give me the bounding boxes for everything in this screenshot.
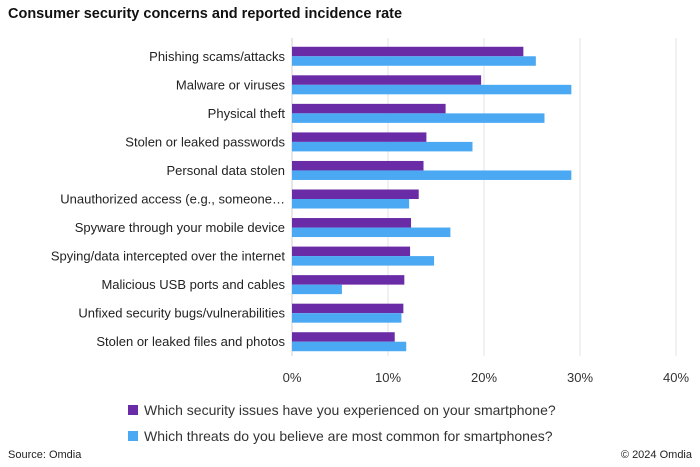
x-tick-label: 10% xyxy=(375,370,401,385)
category-label: Phishing scams/attacks xyxy=(149,49,285,64)
bar-experienced xyxy=(292,132,427,142)
copyright-note: © 2024 Omdia xyxy=(620,449,692,461)
category-label: Malware or viruses xyxy=(176,77,286,92)
bar-experienced xyxy=(292,218,412,228)
category-label: Stolen or leaked files and photos xyxy=(96,334,285,349)
bar-experienced xyxy=(292,46,524,57)
legend-label-believed: Which threats do you believe are most co… xyxy=(144,428,553,444)
source-note: Source: Omdia xyxy=(8,449,82,461)
category-label: Unauthorized access (e.g., someone… xyxy=(60,192,285,207)
bar-believed xyxy=(292,284,342,295)
bar-experienced xyxy=(292,160,424,171)
bar-experienced xyxy=(292,332,395,342)
bar-chart: 0% 10% 20% 30% 40% Phishing scams/attacks Malw… xyxy=(51,38,689,385)
x-tick-label: 20% xyxy=(471,370,497,385)
category-label: Stolen or leaked passwords xyxy=(125,134,285,149)
x-tick-label: 30% xyxy=(567,370,593,385)
bar-experienced xyxy=(292,75,482,85)
legend-swatch-believed xyxy=(128,431,138,441)
bar-believed xyxy=(292,341,407,352)
bar-experienced xyxy=(292,189,419,199)
legend-item-believed: Which threats do you believe are most co… xyxy=(128,428,553,444)
chart-title: Consumer security concerns and reported … xyxy=(8,6,403,22)
category-label: Unfixed security bugs/vulnerabilities xyxy=(78,306,285,321)
bar-believed xyxy=(292,141,473,152)
bar-believed xyxy=(292,170,572,180)
bar-experienced xyxy=(292,275,405,285)
category-label: Malicious USB ports and cables xyxy=(101,277,285,292)
category-label: Physical theft xyxy=(208,106,286,121)
bar-experienced xyxy=(292,246,411,257)
category-label: Personal data stolen xyxy=(166,163,285,178)
x-tick-label: 0% xyxy=(283,370,302,385)
bar-believed xyxy=(292,256,435,266)
legend-item-experienced: Which security issues have you experienc… xyxy=(128,402,556,418)
bar-believed xyxy=(292,56,536,66)
bar-believed xyxy=(292,199,410,209)
x-tick-label: 40% xyxy=(663,370,689,385)
bar-believed xyxy=(292,84,572,95)
bar-experienced xyxy=(292,303,404,314)
bar-believed xyxy=(292,227,451,238)
legend-swatch-experienced xyxy=(128,405,138,415)
bar-experienced xyxy=(292,103,446,114)
category-label: Spyware through your mobile device xyxy=(75,220,285,235)
legend-label-experienced: Which security issues have you experienc… xyxy=(144,402,556,418)
bar-believed xyxy=(292,113,545,123)
category-label: Spying/data intercepted over the interne… xyxy=(51,249,286,264)
bar-believed xyxy=(292,313,402,323)
